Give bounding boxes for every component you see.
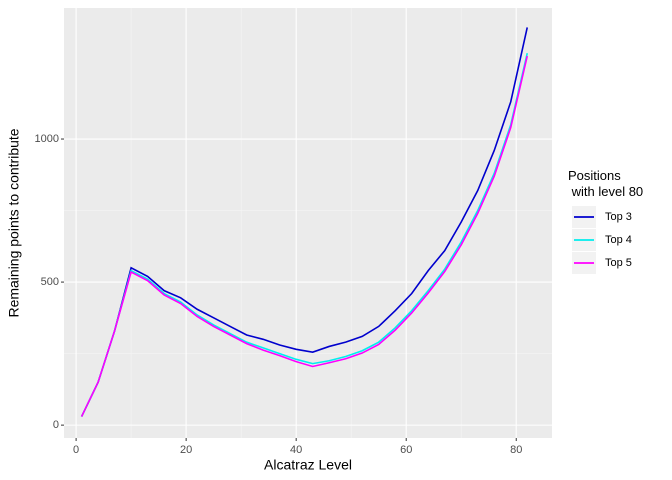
legend-title: Positions with level 80 xyxy=(568,168,643,199)
y-tick-label: 0 xyxy=(53,419,59,431)
legend-label: Top 4 xyxy=(605,234,632,246)
series-line xyxy=(80,27,529,417)
x-tick-label: 60 xyxy=(400,444,412,456)
legend-label: Top 5 xyxy=(605,257,632,269)
legend-title-line: with level 80 xyxy=(568,184,643,199)
series-line xyxy=(80,55,529,417)
y-tick-label: 1000 xyxy=(35,133,59,145)
legend-label: Top 3 xyxy=(605,211,632,223)
x-axis-title: Alcatraz Level xyxy=(264,457,352,473)
legend-title-line: Positions xyxy=(568,168,621,183)
y-axis-title: Remaining points to contribute xyxy=(6,128,22,317)
panel xyxy=(64,8,552,438)
series-line xyxy=(80,53,529,417)
x-tick-label: 20 xyxy=(180,444,192,456)
x-tick-label: 0 xyxy=(73,444,79,456)
x-tick-label: 80 xyxy=(510,444,522,456)
x-tick-label: 40 xyxy=(290,444,302,456)
y-tick-label: 500 xyxy=(41,276,59,288)
